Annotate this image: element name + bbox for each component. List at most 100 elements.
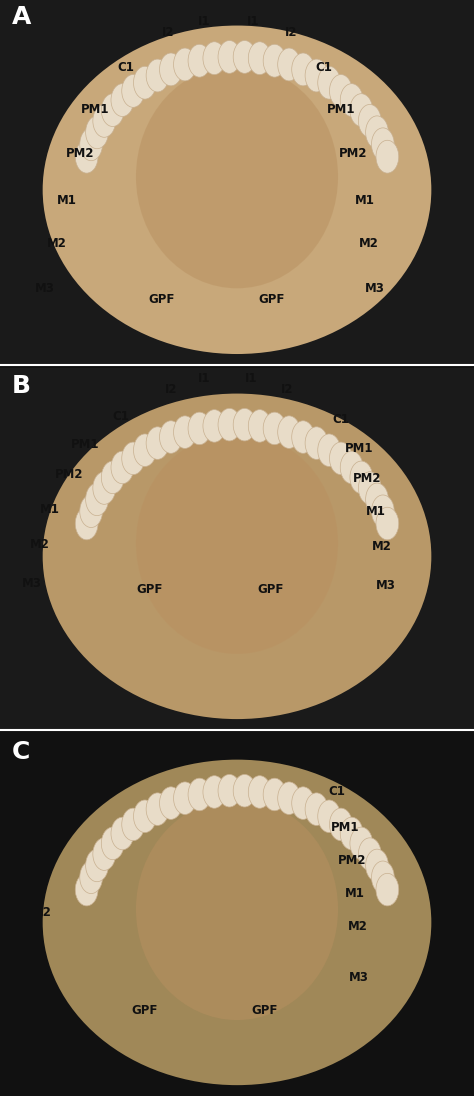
Text: M3: M3 — [35, 282, 55, 295]
Ellipse shape — [111, 452, 134, 483]
Ellipse shape — [329, 442, 352, 475]
Text: C1: C1 — [76, 785, 93, 798]
Text: I2: I2 — [281, 383, 293, 396]
Text: I1: I1 — [191, 746, 203, 760]
Ellipse shape — [75, 140, 98, 173]
Text: M3: M3 — [376, 579, 396, 592]
Ellipse shape — [365, 483, 388, 515]
Ellipse shape — [358, 837, 381, 870]
Ellipse shape — [233, 409, 256, 441]
Ellipse shape — [292, 787, 314, 820]
Ellipse shape — [263, 778, 286, 811]
Ellipse shape — [218, 409, 241, 441]
Ellipse shape — [101, 93, 124, 126]
Ellipse shape — [318, 434, 340, 467]
Ellipse shape — [75, 874, 98, 906]
Ellipse shape — [134, 434, 156, 467]
Ellipse shape — [248, 42, 271, 75]
Ellipse shape — [329, 75, 352, 107]
Ellipse shape — [203, 410, 226, 442]
Ellipse shape — [233, 41, 256, 73]
Text: I2: I2 — [162, 26, 174, 39]
Ellipse shape — [86, 116, 109, 149]
Bar — [0, 0, 474, 365]
Text: PM2: PM2 — [55, 468, 83, 481]
Ellipse shape — [188, 44, 211, 77]
Ellipse shape — [93, 471, 116, 504]
Text: M1: M1 — [366, 505, 386, 518]
Text: M2: M2 — [372, 540, 392, 553]
Ellipse shape — [318, 800, 340, 833]
Ellipse shape — [188, 412, 211, 445]
Ellipse shape — [173, 48, 196, 81]
Bar — [0, 368, 474, 730]
Text: M3: M3 — [365, 282, 384, 295]
Text: GPF: GPF — [257, 583, 283, 596]
Ellipse shape — [372, 861, 394, 893]
Ellipse shape — [80, 861, 102, 893]
Text: I2: I2 — [285, 26, 298, 39]
Ellipse shape — [329, 808, 352, 841]
Text: GPF: GPF — [136, 583, 163, 596]
Ellipse shape — [278, 48, 301, 81]
Text: I1: I1 — [245, 372, 257, 385]
Ellipse shape — [203, 776, 226, 808]
Text: C: C — [12, 740, 30, 764]
Ellipse shape — [376, 507, 399, 540]
Text: M1: M1 — [355, 194, 375, 207]
Ellipse shape — [43, 760, 431, 1085]
Text: M3: M3 — [26, 952, 46, 966]
Ellipse shape — [305, 59, 328, 92]
Ellipse shape — [318, 66, 340, 99]
Text: GPF: GPF — [258, 293, 284, 306]
Ellipse shape — [134, 800, 156, 833]
Ellipse shape — [365, 116, 388, 149]
Ellipse shape — [340, 83, 363, 116]
Ellipse shape — [134, 66, 156, 99]
Text: GPF: GPF — [251, 1004, 278, 1017]
Ellipse shape — [358, 104, 381, 137]
Ellipse shape — [136, 433, 338, 654]
Text: M1: M1 — [40, 503, 60, 516]
Text: M2: M2 — [348, 920, 368, 933]
Ellipse shape — [136, 65, 338, 288]
Ellipse shape — [93, 837, 116, 870]
Ellipse shape — [278, 415, 301, 448]
Text: C1: C1 — [333, 413, 350, 426]
Ellipse shape — [292, 53, 314, 85]
Text: PM1: PM1 — [345, 442, 374, 455]
Ellipse shape — [136, 799, 338, 1020]
Text: C1: C1 — [328, 785, 345, 798]
Ellipse shape — [146, 792, 169, 825]
Text: M2: M2 — [359, 237, 379, 250]
Ellipse shape — [43, 393, 431, 719]
Ellipse shape — [101, 461, 124, 493]
Ellipse shape — [160, 53, 182, 85]
Ellipse shape — [101, 827, 124, 859]
Ellipse shape — [292, 421, 314, 454]
Text: GPF: GPF — [131, 1004, 158, 1017]
Text: C1: C1 — [117, 61, 134, 75]
Text: M3: M3 — [349, 971, 369, 984]
Text: I2: I2 — [164, 383, 177, 396]
Ellipse shape — [248, 410, 271, 442]
Ellipse shape — [218, 41, 241, 73]
Text: PM1: PM1 — [331, 821, 359, 834]
Text: M3: M3 — [22, 576, 42, 590]
Text: I1: I1 — [198, 15, 210, 28]
Ellipse shape — [86, 483, 109, 515]
Text: C1: C1 — [112, 410, 129, 423]
Ellipse shape — [80, 495, 102, 527]
Text: PM1: PM1 — [327, 103, 356, 116]
Ellipse shape — [365, 849, 388, 881]
Ellipse shape — [160, 787, 182, 820]
Text: GPF: GPF — [148, 293, 174, 306]
Ellipse shape — [218, 775, 241, 807]
Text: I1: I1 — [247, 746, 260, 760]
Text: I1: I1 — [198, 372, 210, 385]
Ellipse shape — [188, 778, 211, 811]
Ellipse shape — [372, 495, 394, 527]
Ellipse shape — [160, 421, 182, 454]
Ellipse shape — [340, 818, 363, 849]
Ellipse shape — [146, 426, 169, 459]
